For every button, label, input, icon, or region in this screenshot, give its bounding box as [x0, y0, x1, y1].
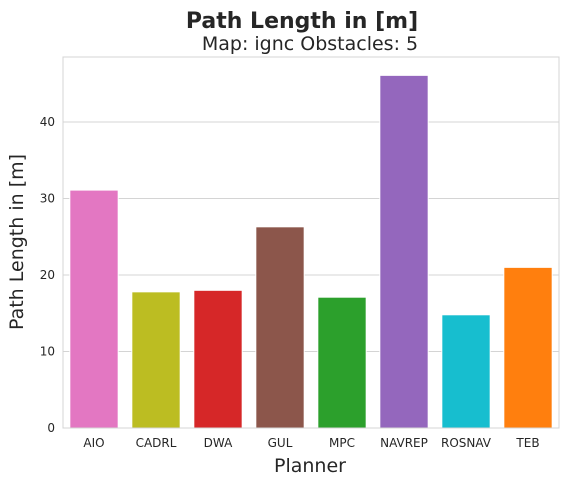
- x-tick-label: AIO: [83, 436, 104, 450]
- x-tick-label: MPC: [329, 436, 355, 450]
- y-axis-label: Path Length in [m]: [6, 154, 28, 330]
- chart-subtitle: Map: ignc Obstacles: 5: [202, 33, 418, 55]
- y-tick-label: 40: [40, 115, 55, 129]
- y-tick-label: 20: [40, 268, 55, 282]
- bar-mpc: [317, 296, 367, 429]
- chart-title: Path Length in [m]: [186, 9, 418, 34]
- x-tick-label: TEB: [515, 436, 539, 450]
- y-tick-labels: 0 10 20 30 40: [40, 115, 55, 435]
- bars: [69, 74, 553, 429]
- bar-rosnav: [441, 314, 491, 429]
- bar-cadrl: [131, 291, 181, 429]
- x-tick-label: ROSNAV: [441, 436, 492, 450]
- y-tick-label: 30: [40, 192, 55, 206]
- y-tick-label: 0: [47, 421, 55, 435]
- bar-navrep: [379, 74, 429, 429]
- plot-frame: [62, 56, 560, 429]
- bar-gul: [255, 226, 305, 429]
- x-tick-label: DWA: [204, 436, 233, 450]
- bar-dwa: [193, 289, 243, 429]
- x-tick-label: CADRL: [136, 436, 177, 450]
- bar-aio: [69, 189, 119, 429]
- bar-teb: [503, 266, 553, 429]
- y-tick-label: 10: [40, 345, 55, 359]
- x-tick-label: NAVREP: [380, 436, 428, 450]
- x-axis-label: Planner: [274, 455, 346, 477]
- x-tick-label: GUL: [268, 436, 293, 450]
- x-tick-labels: AIO CADRL DWA GUL MPC NAVREP ROSNAV TEB: [83, 436, 539, 450]
